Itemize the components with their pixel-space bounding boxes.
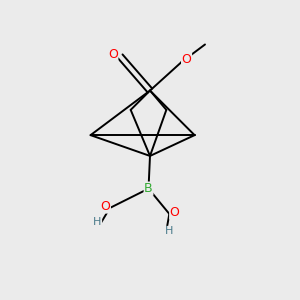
- Text: O: O: [170, 206, 180, 219]
- Text: O: O: [100, 200, 110, 213]
- Text: B: B: [144, 182, 153, 195]
- Text: O: O: [108, 48, 118, 62]
- Text: H: H: [165, 226, 173, 236]
- Text: O: O: [182, 53, 191, 66]
- Text: H: H: [93, 217, 102, 227]
